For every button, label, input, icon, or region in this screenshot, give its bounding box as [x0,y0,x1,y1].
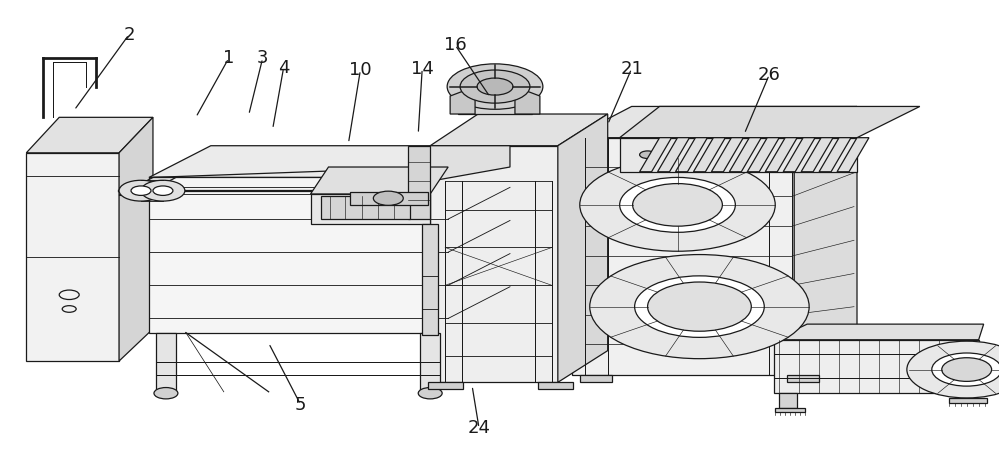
Text: 24: 24 [468,419,491,437]
Polygon shape [572,107,857,138]
Polygon shape [119,178,176,196]
Text: 26: 26 [758,66,781,84]
Polygon shape [450,87,475,114]
Polygon shape [149,178,448,333]
Polygon shape [794,107,857,375]
Polygon shape [676,138,707,172]
Circle shape [907,341,1000,398]
Polygon shape [311,167,448,194]
Circle shape [580,159,775,251]
Text: 5: 5 [295,396,306,414]
Polygon shape [119,117,153,361]
Polygon shape [774,324,984,340]
Text: 16: 16 [444,36,466,54]
Text: 4: 4 [278,59,289,77]
Circle shape [942,358,992,381]
Polygon shape [801,138,833,172]
Text: 21: 21 [620,60,643,78]
Polygon shape [711,138,743,172]
Polygon shape [458,96,532,114]
Polygon shape [620,107,920,138]
Polygon shape [149,146,510,178]
Circle shape [131,186,151,196]
Circle shape [119,180,163,201]
Circle shape [633,184,722,226]
Polygon shape [949,398,987,403]
Circle shape [418,387,442,399]
Circle shape [373,191,403,205]
Polygon shape [837,138,869,172]
Circle shape [460,70,530,103]
Text: 2: 2 [123,26,135,43]
Polygon shape [658,138,689,172]
Circle shape [932,353,1000,386]
Polygon shape [558,114,608,382]
Circle shape [620,178,735,232]
Polygon shape [311,194,430,224]
Circle shape [640,151,656,159]
Polygon shape [448,146,510,333]
Polygon shape [765,138,797,172]
Text: 1: 1 [223,49,234,67]
Polygon shape [26,117,153,153]
Polygon shape [420,333,440,392]
Polygon shape [729,138,761,172]
Polygon shape [350,192,428,205]
Text: 14: 14 [411,60,434,78]
Polygon shape [787,375,819,382]
Polygon shape [779,393,797,408]
Polygon shape [819,138,851,172]
Circle shape [648,282,751,331]
Circle shape [153,186,173,196]
Polygon shape [538,382,573,389]
Polygon shape [774,340,979,393]
Polygon shape [747,138,779,172]
Polygon shape [775,408,805,412]
Polygon shape [580,375,612,382]
Circle shape [635,276,764,337]
Polygon shape [430,146,510,181]
Polygon shape [430,114,608,146]
Circle shape [590,255,809,359]
Circle shape [141,180,185,201]
Polygon shape [640,138,672,172]
Text: 3: 3 [257,49,268,67]
Polygon shape [156,333,176,392]
Circle shape [477,78,513,95]
Circle shape [447,64,543,109]
Circle shape [154,387,178,399]
Polygon shape [26,153,119,361]
Polygon shape [428,382,463,389]
Bar [320,197,410,219]
Polygon shape [408,146,430,219]
Polygon shape [783,138,815,172]
Polygon shape [572,138,794,375]
Polygon shape [620,138,857,172]
Polygon shape [422,224,438,335]
Polygon shape [430,146,558,382]
Text: 10: 10 [349,61,372,79]
Polygon shape [515,87,540,114]
Polygon shape [693,138,725,172]
